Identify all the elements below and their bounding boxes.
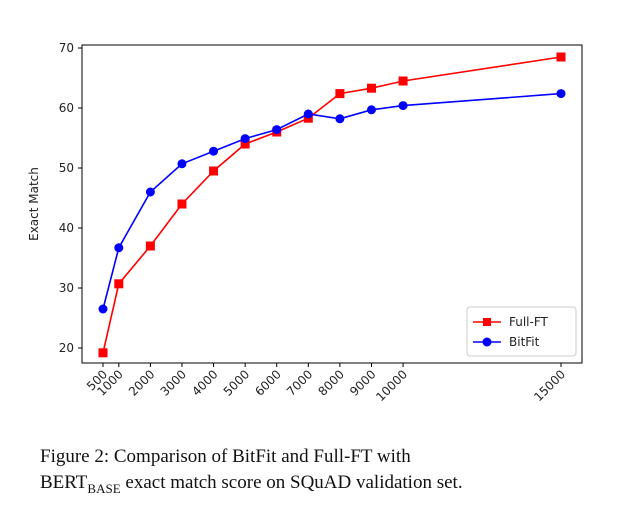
x-tick-label: 2000 bbox=[126, 367, 157, 398]
data-point-bitfit bbox=[114, 243, 124, 253]
caption-model-sub: BASE bbox=[87, 480, 121, 496]
data-point-bitfit bbox=[303, 109, 313, 119]
y-tick-label: 30 bbox=[59, 281, 74, 295]
data-point-bitfit bbox=[240, 134, 250, 144]
data-point-full-ft bbox=[114, 279, 124, 289]
data-point-full-ft bbox=[366, 83, 376, 93]
legend-marker-bitfit bbox=[482, 337, 492, 347]
data-point-bitfit bbox=[145, 187, 155, 197]
x-tick-label: 7000 bbox=[284, 367, 315, 398]
y-tick-label: 60 bbox=[59, 101, 74, 115]
y-tick-label: 40 bbox=[59, 221, 74, 235]
data-point-bitfit bbox=[272, 125, 282, 135]
data-point-full-ft bbox=[335, 89, 345, 99]
y-axis: 20 30 40 50 60 70 bbox=[59, 41, 82, 355]
caption-suffix: exact match score on SQuAD validation se… bbox=[120, 472, 463, 493]
data-point-bitfit bbox=[209, 146, 219, 156]
data-point-full-ft bbox=[209, 166, 219, 176]
x-tick-label: 3000 bbox=[158, 367, 189, 398]
legend: Full-FT BitFit bbox=[466, 306, 577, 357]
series-layer bbox=[98, 52, 566, 358]
y-tick-label: 70 bbox=[59, 41, 74, 55]
data-point-bitfit bbox=[556, 89, 566, 99]
data-point-full-ft bbox=[398, 76, 408, 86]
x-tick-label: 10000 bbox=[373, 367, 410, 404]
caption-model: BERT bbox=[40, 472, 88, 493]
data-point-full-ft bbox=[98, 348, 108, 358]
data-point-bitfit bbox=[335, 114, 345, 124]
y-tick-label: 50 bbox=[59, 161, 74, 175]
legend-label-full-ft: Full-FT bbox=[509, 315, 549, 329]
legend-marker-full-ft bbox=[483, 318, 491, 326]
series-line-bitfit bbox=[102, 92, 562, 310]
y-axis-label: Exact Match bbox=[27, 167, 41, 241]
x-tick-label: 5000 bbox=[221, 367, 252, 398]
data-point-full-ft bbox=[556, 52, 566, 62]
figure-caption: Figure 2: Comparison of BitFit and Full-… bbox=[40, 444, 608, 502]
data-point-bitfit bbox=[398, 101, 408, 111]
x-tick-label: 4000 bbox=[189, 367, 220, 398]
data-point-bitfit bbox=[366, 105, 376, 115]
data-point-full-ft bbox=[145, 241, 155, 251]
data-point-bitfit bbox=[98, 304, 108, 314]
y-tick-label: 20 bbox=[59, 341, 74, 355]
legend-box bbox=[466, 306, 577, 357]
series-line-full-ft bbox=[102, 56, 562, 353]
x-tick-label: 8000 bbox=[316, 367, 347, 398]
data-point-full-ft bbox=[177, 199, 187, 209]
legend-label-bitfit: BitFit bbox=[509, 335, 540, 349]
plot-frame bbox=[81, 44, 583, 364]
x-tick-label: 6000 bbox=[252, 367, 283, 398]
data-point-full-ft bbox=[240, 139, 250, 149]
x-tick-label: 15000 bbox=[531, 367, 568, 404]
data-point-bitfit bbox=[177, 159, 187, 169]
caption-prefix: Figure 2: Comparison of BitFit and Full-… bbox=[40, 446, 411, 467]
